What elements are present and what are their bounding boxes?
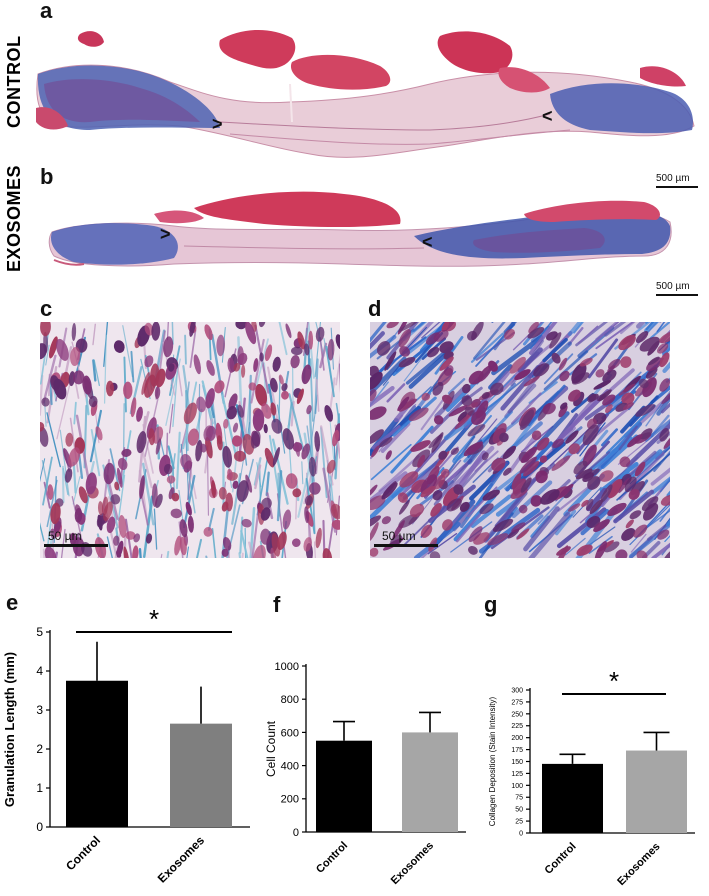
micrograph-svg-control [40, 322, 340, 558]
scale-bar-d [374, 544, 438, 547]
bar-control [66, 680, 128, 827]
y-tick-label: 1 [36, 781, 43, 795]
y-tick-label: 300 [511, 687, 523, 694]
wound-edge-marker-left-b: > [160, 224, 171, 244]
y-tick-label: 175 [511, 747, 523, 754]
wound-edge-marker-left-a: > [212, 114, 223, 134]
bar-control [542, 763, 603, 833]
y-axis-label: Cell Count [264, 720, 278, 777]
panel-letter-e: e [6, 590, 19, 615]
micrograph-svg-exosomes [370, 322, 670, 558]
y-axis-label: Collagen Deposition (Stain Intensity) [488, 696, 497, 826]
y-tick-label: 800 [281, 694, 299, 706]
y-tick-label: 600 [281, 727, 299, 739]
histology-svg-exosomes [48, 191, 672, 267]
y-tick-label: 125 [511, 771, 523, 778]
histology-image-exosomes [44, 184, 676, 284]
scale-bar-c [44, 544, 108, 547]
bar-exosomes [402, 732, 458, 832]
panel-letter-a: a [40, 0, 53, 23]
y-tick-label: 400 [281, 760, 299, 772]
y-tick-label: 1000 [275, 661, 299, 673]
significance-star: * [609, 666, 619, 696]
x-category-label: Control [63, 833, 103, 873]
x-category-label: Control [314, 840, 350, 876]
x-category-label: Exosomes [155, 833, 208, 886]
row-label-exosomes: EXOSOMES [4, 164, 24, 272]
panel-letter-f: f [273, 592, 281, 617]
y-tick-label: 200 [281, 794, 299, 806]
significance-star: * [149, 604, 159, 634]
x-category-label: Exosomes [389, 840, 436, 887]
scale-text-b: 500 µm [656, 281, 690, 292]
y-axis-label: Granulation Length (mm) [2, 652, 17, 807]
y-tick-label: 2 [36, 742, 43, 756]
x-category-label: Control [542, 841, 578, 877]
scale-text-d: 50 µm [382, 529, 416, 543]
y-tick-label: 25 [515, 819, 523, 826]
y-tick-label: 5 [36, 625, 43, 639]
bar-control [316, 740, 372, 832]
y-tick-label: 75 [515, 795, 523, 802]
panel-letter-b: b [40, 164, 54, 189]
micrograph-exosomes [370, 322, 670, 558]
bar-exosomes [170, 723, 232, 827]
panel-letter-c: c [40, 296, 53, 321]
micrograph-control [40, 322, 340, 558]
y-tick-label: 0 [519, 830, 523, 837]
histology-image-control [30, 22, 700, 170]
y-tick-label: 225 [511, 723, 523, 730]
bar-exosomes [626, 750, 687, 833]
y-tick-label: 250 [511, 711, 523, 718]
y-tick-label: 0 [293, 827, 299, 839]
y-tick-label: 0 [36, 820, 43, 834]
scale-bar-b [656, 294, 698, 296]
y-tick-label: 275 [511, 699, 523, 706]
y-tick-label: 100 [511, 783, 523, 790]
y-tick-label: 50 [515, 807, 523, 814]
wound-edge-marker-right-b: < [422, 232, 433, 252]
wound-edge-marker-right-a: < [542, 106, 553, 126]
y-tick-label: 3 [36, 703, 43, 717]
bar-chart-granulation-length: 0 1 2 3 4 5 Control Exosomes Granulation Length … [2, 604, 250, 886]
scale-text-c: 50 µm [48, 529, 82, 543]
y-tick-label: 4 [36, 664, 43, 678]
y-tick-label: 200 [511, 735, 523, 742]
scale-text-a: 500 µm [656, 173, 690, 184]
scale-bar-a [656, 186, 698, 188]
x-category-label: Exosomes [615, 841, 662, 888]
bar-chart-cell-count: 0 200 400 600 800 1000 Control Exosomes Cell Cou… [264, 661, 466, 887]
bar-chart-collagen-deposition: 0 25 50 75 100 125 150 175 200 225 250 275 300 Contro… [488, 666, 695, 888]
panel-letter-g: g [484, 592, 498, 617]
row-label-control: CONTROL [4, 35, 24, 129]
histology-svg-control [36, 29, 695, 158]
y-tick-label: 150 [511, 759, 523, 766]
panel-letter-d: d [368, 296, 382, 321]
